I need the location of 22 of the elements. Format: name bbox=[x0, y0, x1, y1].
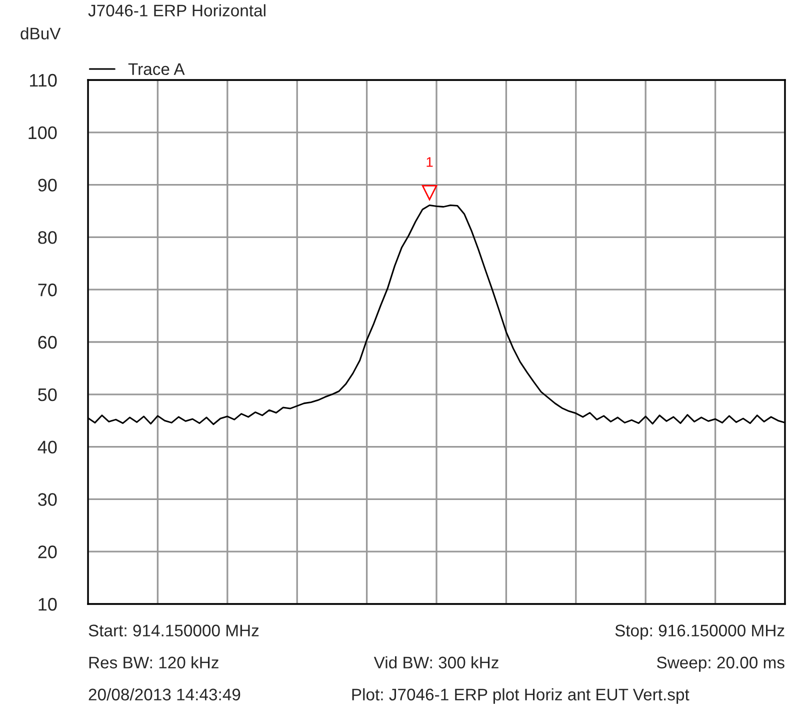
annotation: 1 bbox=[426, 157, 433, 167]
y-tick-label: 30 bbox=[38, 493, 57, 506]
y-tick-label: 70 bbox=[38, 284, 57, 296]
chart-title: J7046-1 ERP Horizontal bbox=[88, 4, 266, 16]
text: Start: 914.150000 MHz bbox=[88, 624, 259, 636]
text: Vid BW: 300 kHz bbox=[374, 656, 498, 668]
text: Stop: 916.150000 MHz bbox=[615, 624, 784, 640]
y-tick-label: 40 bbox=[38, 440, 57, 454]
y-axis-title: dBuV bbox=[20, 27, 61, 40]
y-tick-label: 90 bbox=[38, 178, 57, 192]
text: 20/08/2013 14:43:49 bbox=[88, 688, 240, 700]
text: Plot: J7046-1 ERP plot Horiz ant EUT Vert.spt bbox=[352, 688, 690, 704]
y-tick-label: 60 bbox=[38, 336, 57, 349]
text: Sweep: 20.00 ms bbox=[656, 656, 784, 672]
text: Trace A bbox=[128, 63, 185, 76]
y-tick-label: 20 bbox=[38, 546, 57, 558]
y-tick-label: 80 bbox=[38, 231, 57, 244]
y-tick-label: 100 bbox=[28, 126, 57, 140]
y-tick-label: 50 bbox=[38, 388, 57, 402]
text: Res BW: 120 kHz bbox=[89, 656, 218, 668]
y-tick-label: 10 bbox=[38, 598, 57, 611]
y-tick-label: 110 bbox=[30, 74, 57, 87]
